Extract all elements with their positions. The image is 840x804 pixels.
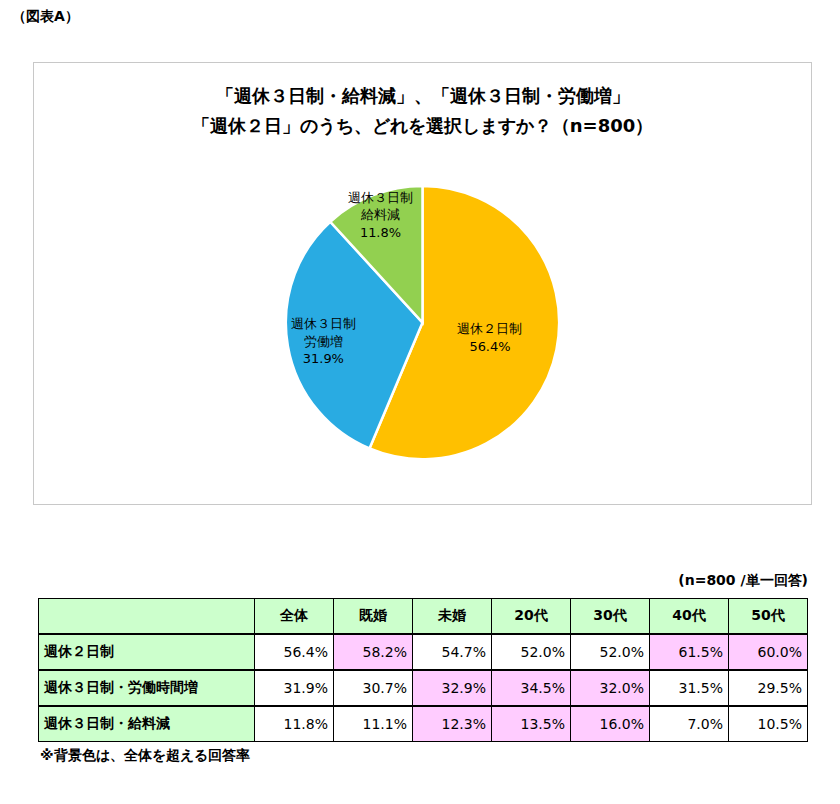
svg-text:週休３日制給料減11.8%: 週休３日制給料減11.8%	[348, 190, 413, 240]
html-text:(n=800 /単一回答): (n=800 /単一回答)	[678, 572, 808, 588]
html-text:54.7%: 54.7%	[441, 644, 486, 660]
html-text:7.0%: 7.0%	[687, 716, 723, 732]
html-text:30.7%: 30.7%	[362, 680, 407, 696]
html-text:12.3%: 12.3%	[441, 716, 486, 732]
svg-text:週休３日制労働増31.9%: 週休３日制労働増31.9%	[291, 316, 356, 366]
html-text:既婚: 既婚	[359, 607, 387, 623]
html-text:56.4%: 56.4%	[283, 644, 328, 660]
html-text:60.0%: 60.0%	[757, 644, 802, 660]
html-text:11.8%: 11.8%	[283, 716, 328, 732]
html-text:10.5%: 10.5%	[757, 716, 802, 732]
svg-text:週休２日制56.4%: 週休２日制56.4%	[457, 321, 522, 354]
html-text:32.0%: 32.0%	[599, 680, 644, 696]
html-text:31.5%: 31.5%	[678, 680, 723, 696]
html-text:週休３日制・給料減: 週休３日制・給料減	[44, 715, 170, 731]
html-text:58.2%: 58.2%	[362, 644, 407, 660]
html-text:13.5%: 13.5%	[520, 716, 565, 732]
html-text:20代: 20代	[514, 607, 548, 623]
html-text:31.9%: 31.9%	[283, 680, 328, 696]
html-text:「週休３日制・給料減」、「週休３日制・労働増」 「週休２日」: 「週休３日制・給料減」、「週休３日制・労働増」 「週休２日」のうち、どれを選択し…	[191, 85, 654, 136]
html-text:52.0%: 52.0%	[599, 644, 644, 660]
html-text:未婚: 未婚	[438, 607, 466, 623]
html-text:61.5%: 61.5%	[678, 644, 723, 660]
html-text:週休２日制: 週休２日制	[44, 643, 114, 659]
html-text:週休３日制・労働時間増: 週休３日制・労働時間増	[44, 679, 198, 695]
html-text:34.5%: 34.5%	[520, 680, 565, 696]
html-text:52.0%: 52.0%	[520, 644, 565, 660]
html-text:※背景色は、全体を超える回答率: ※背景色は、全体を超える回答率	[40, 747, 250, 763]
html-text:（図表A）: （図表A）	[12, 8, 79, 24]
html-text:29.5%: 29.5%	[757, 680, 802, 696]
html-text:50代: 50代	[751, 607, 785, 623]
html-text:30代: 30代	[593, 607, 627, 623]
html-text:16.0%: 16.0%	[599, 716, 644, 732]
html-text:全体: 全体	[280, 607, 308, 623]
html-text:40代: 40代	[672, 607, 706, 623]
html-text:32.9%: 32.9%	[441, 680, 486, 696]
html-text:11.1%: 11.1%	[362, 716, 407, 732]
